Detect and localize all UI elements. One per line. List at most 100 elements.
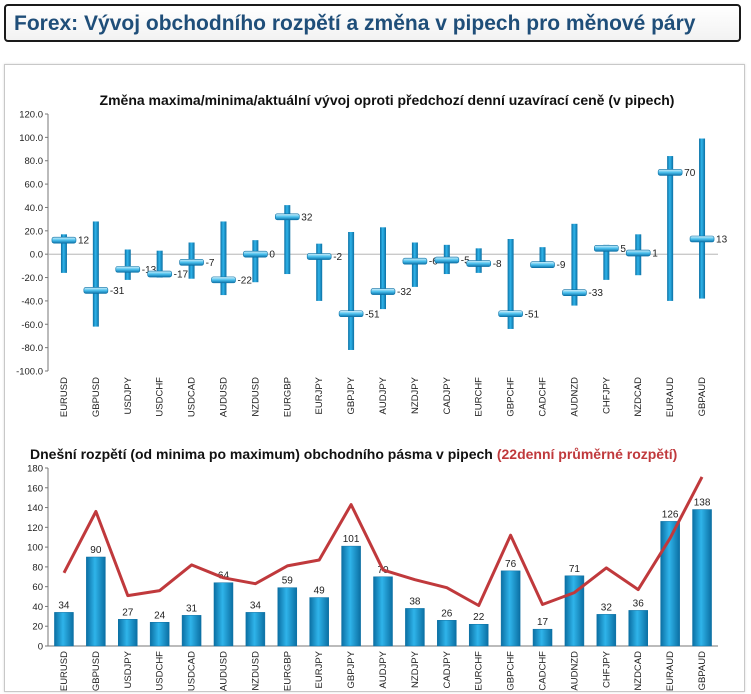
chart2-category-label: USDCHF xyxy=(155,651,166,691)
chart1-data-label: -31 xyxy=(110,286,125,297)
chart1-y-tick-label: -100.0 xyxy=(16,367,43,378)
chart1-data-label: 13 xyxy=(716,234,728,245)
chart1-data-label: -32 xyxy=(397,287,412,298)
chart2-bar xyxy=(437,620,457,647)
chart1-range-bar xyxy=(252,240,259,283)
chart2-data-label: 38 xyxy=(409,596,421,607)
chart1-data-label: 32 xyxy=(301,212,313,223)
chart2-bar xyxy=(54,612,74,647)
chart1-current-marker xyxy=(147,270,172,278)
chart1-data-label: -5 xyxy=(461,256,470,267)
chart1-data-label: -17 xyxy=(174,270,189,281)
chart2-bar xyxy=(181,615,202,647)
chart1-range-bar xyxy=(124,249,131,280)
chart1-data-label: 12 xyxy=(78,236,90,247)
chart1-range-chart: 120.0 100.0 80.0 60.0 40.0 20.0 0.0 -20.0 -40.0 -… xyxy=(16,110,728,418)
chart2-data-label: 32 xyxy=(601,602,613,613)
chart2-data-label: 22 xyxy=(473,612,485,623)
chart1-range-bar xyxy=(699,138,706,299)
chart1-data-label: -13 xyxy=(142,265,157,276)
chart2-data-label: 90 xyxy=(90,545,102,556)
chart1-y-tick-label: 100.0 xyxy=(19,133,43,144)
chart1-current-marker xyxy=(625,249,651,257)
chart2-bar xyxy=(532,628,553,647)
chart2-data-label: 49 xyxy=(314,586,326,597)
chart1-y-tick-label: -40.0 xyxy=(21,296,43,307)
chart1-category-label: EURAUD xyxy=(665,377,676,417)
chart2-category-label: AUDNZD xyxy=(569,651,580,691)
chart2-y-tick-label: 60 xyxy=(32,582,43,593)
chart2-y-tick-label: 20 xyxy=(32,622,43,633)
chart1-current-marker xyxy=(243,250,268,258)
chart2-y-tick-label: 180 xyxy=(27,464,43,475)
chart1-category-label: NZDUSD xyxy=(250,377,261,417)
chart2-category-label: USDJPY xyxy=(123,650,134,688)
chart2-bar xyxy=(596,614,617,647)
chart1-category-label: AUDUSD xyxy=(218,377,229,417)
charts-panel xyxy=(4,64,745,692)
chart2-data-label: 64 xyxy=(218,571,230,582)
chart2-title: Dnešní rozpětí (od minima po maximum) ob… xyxy=(30,446,677,462)
chart2-data-label: 71 xyxy=(569,564,581,575)
chart2-bar xyxy=(628,610,648,647)
chart2-category-label: GBPJPY xyxy=(346,650,357,688)
chart2-bar xyxy=(118,619,138,647)
chart1-range-bar xyxy=(220,221,227,296)
chart2-data-label: 101 xyxy=(343,534,360,545)
chart1-range-bar xyxy=(284,205,291,275)
chart1-range-bar xyxy=(539,247,546,268)
chart1-category-label: EURGBP xyxy=(282,377,293,417)
chart2-category-label: CADJPY xyxy=(442,650,453,688)
chart1-y-tick-label: -60.0 xyxy=(21,320,43,331)
chart1-category-label: CHFJPY xyxy=(601,376,612,414)
chart2-bar xyxy=(660,521,680,647)
chart1-current-marker xyxy=(657,169,683,176)
chart1-y-tick-label: -80.0 xyxy=(21,343,43,354)
chart1-category-label: CADJPY xyxy=(442,376,453,414)
chart1-range-bar xyxy=(316,243,323,301)
chart2-y-tick-label: 140 xyxy=(27,503,43,514)
chart2-y-tick-label: 100 xyxy=(27,543,43,554)
chart2-data-label: 26 xyxy=(441,608,453,619)
chart1-category-label: GBPUSD xyxy=(91,377,102,417)
chart2-bar xyxy=(149,622,170,647)
chart1-category-label: NZDCAD xyxy=(633,377,644,417)
chart1-range-bar xyxy=(571,223,578,306)
chart1-data-label: 1 xyxy=(652,249,658,260)
chart2-category-label: CADCHF xyxy=(538,651,549,691)
page-title: Forex: Vývoj obchodního rozpětí a změna … xyxy=(14,12,696,35)
chart1-current-marker xyxy=(466,260,492,267)
chart1-current-marker xyxy=(115,266,141,273)
chart2-bar xyxy=(341,545,361,647)
chart1-current-marker xyxy=(338,310,364,318)
chart2-bar xyxy=(500,570,521,647)
chart1-data-label: 0 xyxy=(269,250,275,261)
chart1-data-label: 70 xyxy=(684,168,696,179)
chart1-current-marker xyxy=(83,287,109,294)
chart2-category-label: EURGBP xyxy=(282,651,293,691)
chart2-y-tick-label: 80 xyxy=(32,562,43,573)
chart2-data-label: 27 xyxy=(122,607,134,618)
chart1-data-label: -22 xyxy=(237,275,252,286)
chart2-data-label: 31 xyxy=(186,603,198,614)
chart2-data-label: 24 xyxy=(154,610,166,621)
chart1-category-label: EURJPY xyxy=(314,376,325,414)
chart2-bar xyxy=(309,597,329,647)
chart1-current-marker xyxy=(562,289,587,297)
chart1-current-marker xyxy=(370,288,396,295)
chart2-category-label: EURCHF xyxy=(474,651,485,691)
chart2-bar xyxy=(468,623,489,647)
chart2-data-label: 34 xyxy=(58,600,70,611)
chart2-bar xyxy=(86,556,106,647)
chart2-average-line xyxy=(62,476,704,607)
chart1-current-marker xyxy=(306,253,332,260)
chart2-category-label: NZDJPY xyxy=(410,650,421,688)
chart1-y-tick-label: 120.0 xyxy=(19,110,43,121)
chart1-data-label: -9 xyxy=(557,260,566,271)
chart1-category-label: NZDJPY xyxy=(410,376,421,414)
chart1-data-label: -6 xyxy=(429,257,438,268)
chart1-y-tick-label: 60.0 xyxy=(25,180,44,191)
chart2-category-label: EURUSD xyxy=(59,651,70,691)
chart1-y-tick-label: 0.0 xyxy=(30,250,43,261)
chart1-data-label: -51 xyxy=(365,309,380,320)
